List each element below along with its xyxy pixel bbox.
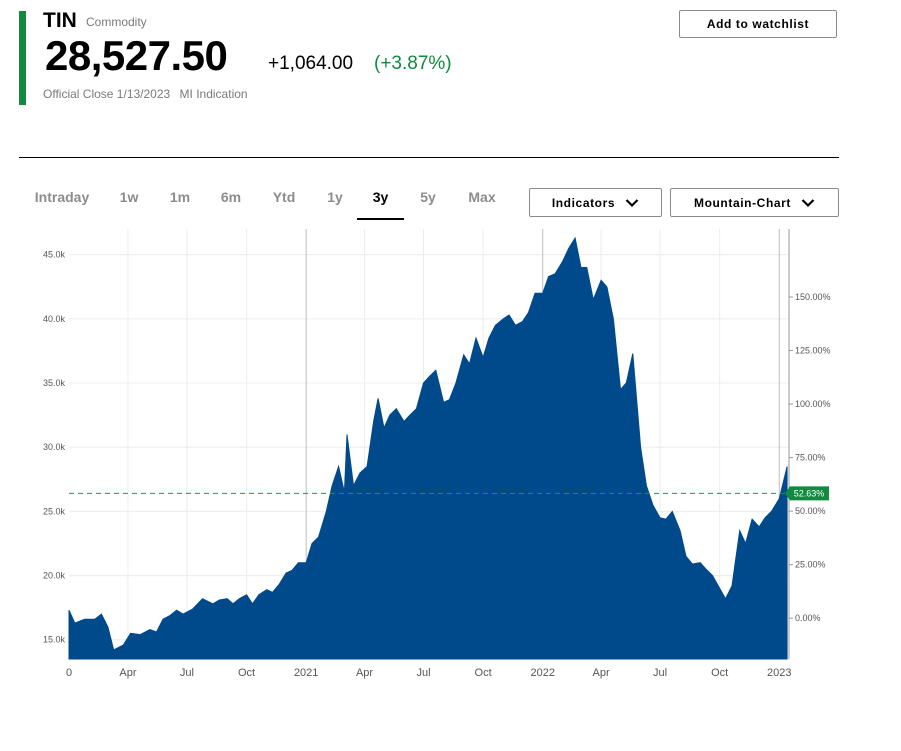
x-tick-label: Oct [238,667,255,679]
pct-tick-label: 0.00% [795,613,821,623]
x-tick-label: 2021 [294,667,318,679]
x-tick-label: Jul [653,667,667,679]
x-tick-label: 0 [66,667,72,679]
pct-tick-label: 100.00% [795,399,831,409]
price-change-percent: (+3.87%) [374,53,452,74]
tab-3y[interactable]: 3y [357,186,404,220]
official-close: Official Close 1/13/2023 [43,87,171,101]
x-tick-label: 2023 [767,667,791,679]
y-tick-label: 35.0k [43,378,66,388]
tab-5y[interactable]: 5y [420,189,436,205]
asset-type: Commodity [86,15,147,29]
y-tick-label: 45.0k [43,250,66,260]
x-tick-label: Jul [416,667,430,679]
last-price: 28,527.50 [45,32,228,79]
y-tick-label: 25.0k [43,506,66,516]
tab-1m[interactable]: 1m [169,189,191,205]
tab-6m[interactable]: 6m [220,189,242,205]
tab-1y[interactable]: 1y [327,189,343,205]
pct-tick-label: 25.00% [795,560,826,570]
x-tick-label: Oct [475,667,492,679]
x-tick-label: Oct [711,667,728,679]
tab-1w[interactable]: 1w [119,189,139,205]
x-tick-label: Jul [180,667,194,679]
y-tick-label: 30.0k [43,442,66,452]
divider [19,157,839,158]
price-change: +1,064.00 [268,53,354,74]
tab-intraday[interactable]: Intraday [34,189,90,205]
pct-tick-label: 50.00% [795,506,826,516]
chevron-down-icon [625,198,639,207]
price-area [68,236,788,660]
x-tick-label: Apr [119,667,136,679]
x-tick-label: Apr [356,667,373,679]
accent-bar [19,11,26,105]
tab-max[interactable]: Max [468,189,496,205]
chart-style-dropdown[interactable]: Mountain-Chart [670,188,839,217]
x-tick-label: Apr [592,667,609,679]
pct-tick-label: 125.00% [795,346,831,356]
x-tick-label: 2022 [530,667,554,679]
y-tick-label: 40.0k [43,314,66,324]
current-pct-badge [785,486,829,501]
tab-ytd[interactable]: Ytd [272,189,296,205]
pct-tick-label: 150.00% [795,292,831,302]
chart-style-label: Mountain-Chart [693,195,792,210]
current-pct-label: 52.63% [794,488,825,498]
indicators-dropdown[interactable]: Indicators [529,188,662,217]
add-to-watchlist-button[interactable]: Add to watchlist [679,10,837,38]
close-info: Official Close 1/13/2023 MI Indication [43,87,254,101]
y-tick-label: 15.0k [43,635,66,645]
indicators-label: Indicators [551,195,616,210]
pct-tick-label: 75.00% [795,453,826,463]
chevron-down-icon [801,198,815,207]
indication: MI Indication [179,87,248,101]
y-tick-label: 20.0k [43,571,66,581]
symbol: TIN [43,9,77,32]
